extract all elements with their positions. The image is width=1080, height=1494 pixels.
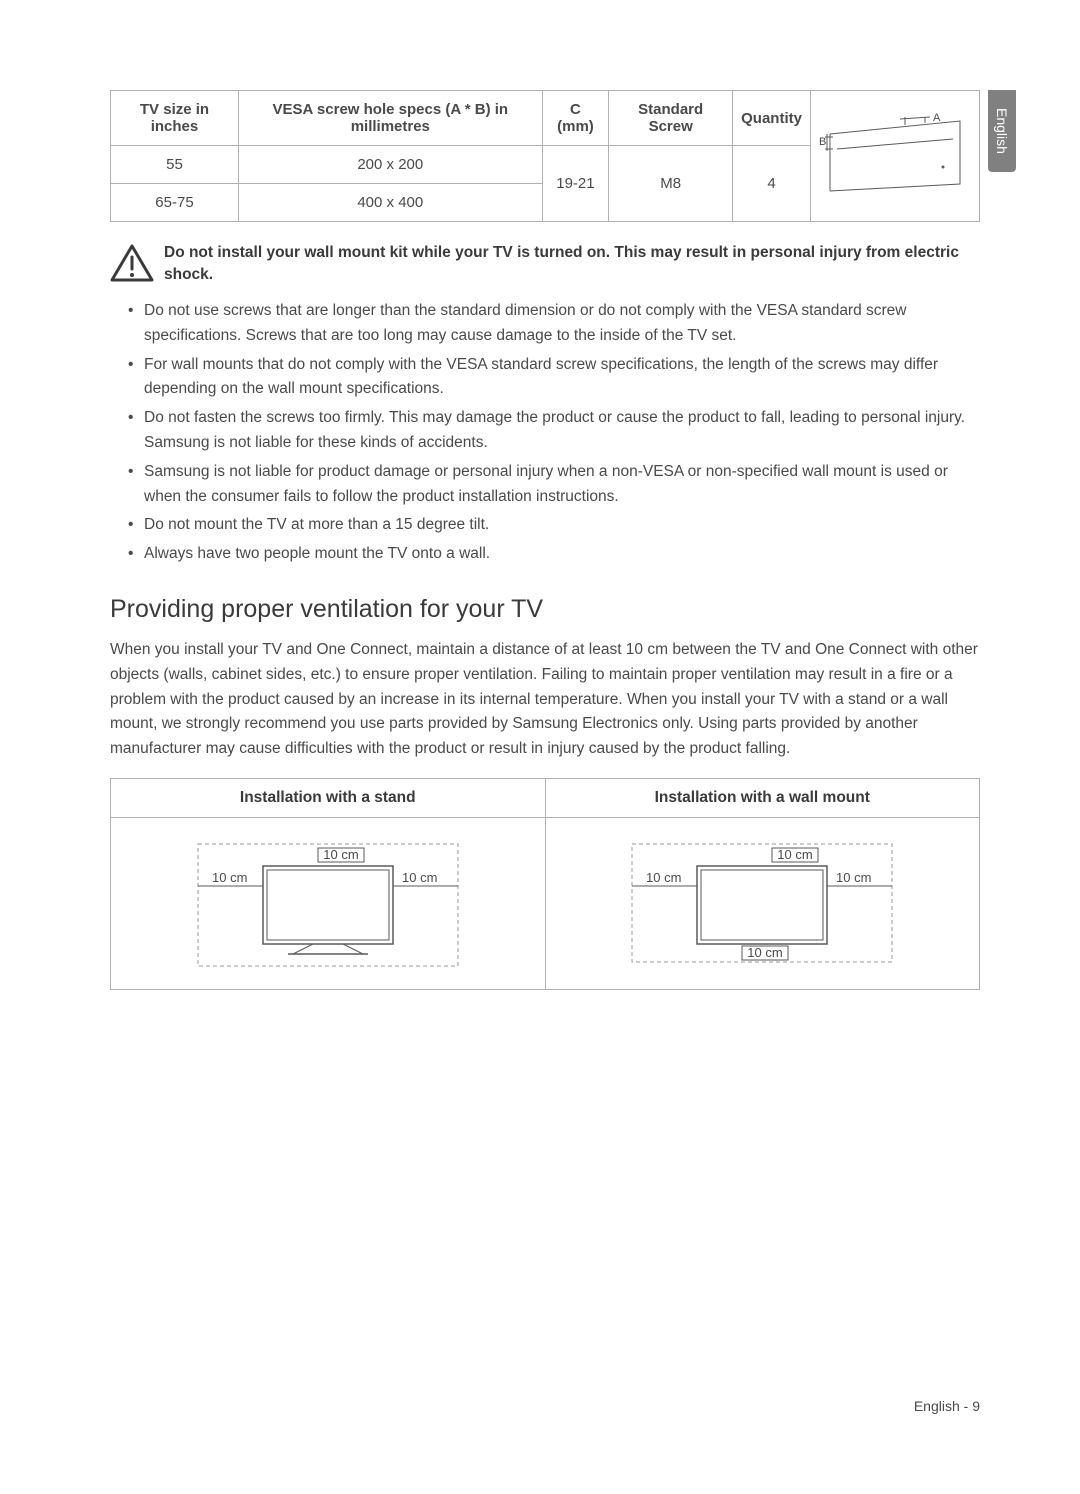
bullet-item: Do not fasten the screws too firmly. Thi… — [128, 406, 980, 456]
spec-table: TV size in inches VESA screw hole specs … — [110, 90, 980, 222]
td-vesa-200: 200 x 200 — [238, 146, 542, 184]
th-c-mm: C (mm) — [542, 91, 609, 146]
warning-block: Do not install your wall mount kit while… — [110, 242, 980, 287]
bullet-item: Samsung is not liable for product damage… — [128, 460, 980, 510]
th-qty: Quantity — [733, 91, 811, 146]
td-size-65-75: 65-75 — [111, 184, 239, 222]
language-tab: English — [988, 90, 1016, 172]
vesa-diagram-cell: A B — [810, 91, 979, 222]
label-10cm: 10 cm — [402, 870, 437, 885]
th-tv-size: TV size in inches — [111, 91, 239, 146]
label-10cm: 10 cm — [778, 847, 813, 862]
section-title: Providing proper ventilation for your TV — [110, 595, 980, 624]
td-vesa-400: 400 x 400 — [238, 184, 542, 222]
td-screw: M8 — [609, 146, 733, 222]
wall-install-icon: 10 cm 10 cm 10 cm 10 cm — [582, 826, 942, 976]
label-10cm: 10 cm — [323, 847, 358, 862]
th-vesa: VESA screw hole specs (A * B) in millime… — [238, 91, 542, 146]
page-content: TV size in inches VESA screw hole specs … — [0, 0, 1080, 990]
diagram-label-b: B — [819, 136, 826, 148]
th-install-stand: Installation with a stand — [111, 778, 546, 817]
label-10cm: 10 cm — [646, 870, 681, 885]
bullet-item: Always have two people mount the TV onto… — [128, 542, 980, 567]
page-footer: English - 9 — [914, 1398, 980, 1414]
bullet-item: Do not use screws that are longer than t… — [128, 299, 980, 349]
installation-table: Installation with a stand Installation w… — [110, 778, 980, 990]
bullet-item: For wall mounts that do not comply with … — [128, 353, 980, 403]
label-10cm: 10 cm — [836, 870, 871, 885]
bullet-item: Do not mount the TV at more than a 15 de… — [128, 513, 980, 538]
th-screw: Standard Screw — [609, 91, 733, 146]
stand-install-icon: 10 cm 10 cm 10 cm — [148, 826, 508, 976]
diagram-label-a: A — [933, 112, 941, 124]
warning-text: Do not install your wall mount kit while… — [164, 242, 980, 287]
th-install-wall: Installation with a wall mount — [545, 778, 980, 817]
bullet-list: Do not use screws that are longer than t… — [110, 299, 980, 567]
td-install-wall: 10 cm 10 cm 10 cm 10 cm — [545, 817, 980, 989]
vesa-diagram-icon: A B — [815, 109, 975, 199]
warning-icon — [110, 244, 154, 282]
td-install-stand: 10 cm 10 cm 10 cm — [111, 817, 546, 989]
td-size-55: 55 — [111, 146, 239, 184]
label-10cm: 10 cm — [212, 870, 247, 885]
body-paragraph: When you install your TV and One Connect… — [110, 638, 980, 762]
td-qty: 4 — [733, 146, 811, 222]
label-10cm: 10 cm — [748, 945, 783, 960]
td-c-mm: 19-21 — [542, 146, 609, 222]
